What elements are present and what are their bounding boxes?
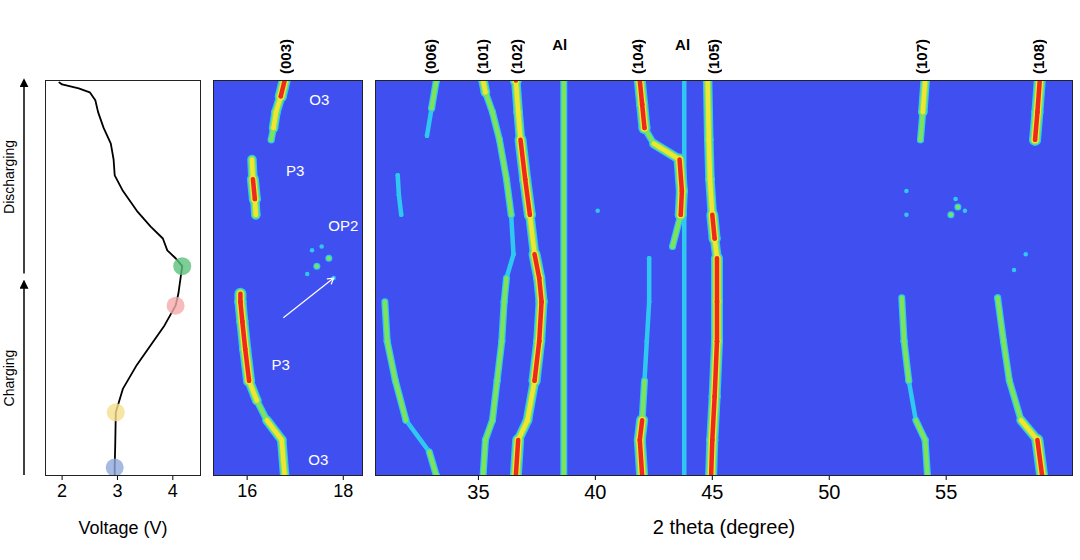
svg-text:35: 35	[467, 481, 489, 503]
svg-text:3: 3	[112, 481, 122, 501]
svg-text:Voltage (V): Voltage (V)	[78, 518, 167, 538]
svg-text:16: 16	[237, 481, 257, 501]
html-text:Al: Al	[552, 36, 568, 53]
html-text:(102): (102)	[507, 39, 525, 74]
svg-text:40: 40	[584, 481, 606, 503]
svg-text:OP2: OP2	[328, 217, 358, 234]
html-text:(003): (003)	[277, 39, 294, 74]
svg-text:2 theta (degree): 2 theta (degree)	[653, 516, 795, 538]
svg-text:P3: P3	[272, 356, 290, 373]
html-text:(107): (107)	[913, 39, 931, 74]
svg-text:O3: O3	[309, 91, 329, 108]
svg-text:50: 50	[818, 481, 840, 503]
svg-text:4: 4	[168, 481, 178, 501]
html-text:(104): (104)	[629, 39, 647, 74]
svg-text:2: 2	[57, 481, 67, 501]
svg-text:O3: O3	[308, 451, 328, 468]
html-text:(108): (108)	[1030, 39, 1048, 74]
svg-text:45: 45	[701, 481, 723, 503]
svg-text:18: 18	[333, 481, 353, 501]
html-text:Discharging: Discharging	[1, 139, 17, 214]
html-text:(101): (101)	[473, 39, 491, 74]
html-text:(006): (006)	[422, 39, 440, 74]
html-text:(105): (105)	[705, 39, 723, 74]
svg-text:P3: P3	[286, 162, 304, 179]
html-text:Charging: Charging	[1, 349, 17, 407]
html-text:Al: Al	[675, 36, 691, 53]
svg-text:55: 55	[935, 481, 957, 503]
